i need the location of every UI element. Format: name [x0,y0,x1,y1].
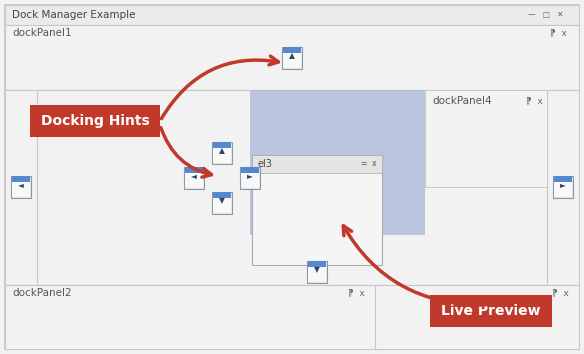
Bar [12,176,30,182]
Bar [213,148,231,163]
Bar [213,142,231,148]
Bar [282,47,302,69]
Text: dockPanel2: dockPanel2 [12,288,72,298]
Text: ⁋  x: ⁋ x [550,29,567,38]
Bar [307,261,327,283]
Bar [252,155,382,265]
Bar [213,198,231,213]
Text: dockPanel4: dockPanel4 [432,96,492,106]
Bar [554,182,572,197]
Bar [5,25,579,90]
Bar [184,167,204,189]
Bar [283,47,301,53]
Bar [252,155,382,173]
Bar [12,182,30,197]
Bar [185,167,203,173]
Text: dockPanel1: dockPanel1 [12,28,72,38]
Text: Dock Manager Example: Dock Manager Example [12,10,135,20]
Text: =  x: = x [361,160,377,169]
Bar [375,285,579,349]
Bar [11,176,31,198]
Text: Live Preview: Live Preview [442,304,541,318]
Bar [283,53,301,68]
Bar [430,295,552,327]
Text: ▼: ▼ [219,196,225,206]
Bar [554,176,572,182]
Text: ►: ► [560,181,566,189]
Bar [308,267,326,282]
Text: ▲: ▲ [219,147,225,155]
Text: ►: ► [247,171,253,181]
Bar [213,192,231,198]
Bar [5,5,579,25]
Bar [553,176,573,198]
Text: ▲: ▲ [289,51,295,61]
Text: ◄: ◄ [191,171,197,181]
Text: ⁋  x: ⁋ x [552,289,569,297]
Text: ⁋  x: ⁋ x [526,97,543,105]
Bar [425,90,547,187]
Text: ⁋  x: ⁋ x [348,289,365,297]
Bar [240,167,260,189]
Text: —   □   ✕: — □ ✕ [529,11,564,19]
Bar [308,261,326,267]
Text: Docking Hints: Docking Hints [41,114,150,128]
Bar [5,285,375,349]
Bar [241,173,259,188]
Text: ◄: ◄ [18,181,24,189]
Bar [547,90,579,285]
Bar [212,142,232,164]
Text: el3: el3 [257,159,272,169]
Bar [5,90,37,285]
Bar [37,90,547,285]
Bar [241,167,259,173]
Text: ▼: ▼ [314,266,320,274]
Bar [185,173,203,188]
Bar [30,105,160,137]
Bar [212,192,232,214]
Bar [250,90,425,235]
